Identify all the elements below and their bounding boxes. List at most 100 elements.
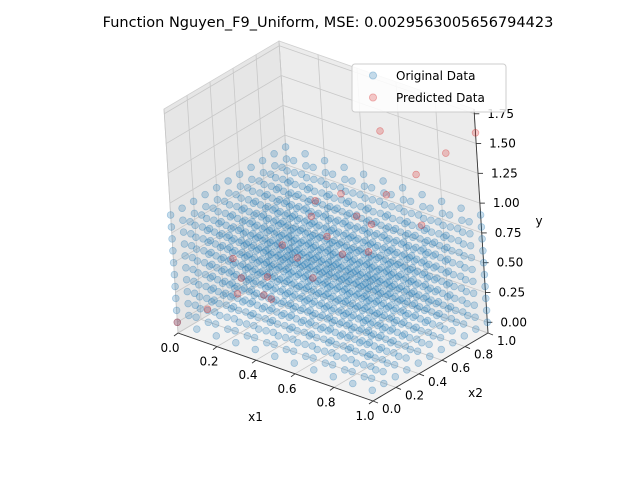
predicted-data-point <box>260 291 268 299</box>
original-data-point <box>411 269 419 277</box>
original-data-point <box>329 262 338 270</box>
original-data-point <box>373 230 381 238</box>
original-data-point <box>349 231 357 240</box>
original-data-point <box>368 306 376 315</box>
original-data-point <box>337 264 345 272</box>
original-data-point <box>237 236 246 245</box>
original-data-point <box>344 345 353 354</box>
original-data-point <box>353 291 361 299</box>
original-data-point <box>335 282 344 291</box>
original-data-point <box>320 267 329 275</box>
original-data-point <box>301 150 309 158</box>
original-data-point <box>316 313 324 321</box>
original-data-point <box>347 233 355 241</box>
original-data-point <box>251 235 260 243</box>
original-data-point <box>399 196 408 204</box>
original-data-point <box>388 245 396 253</box>
original-data-point <box>337 275 346 284</box>
original-data-point <box>302 241 310 250</box>
original-data-point <box>354 277 363 286</box>
original-data-point <box>339 342 348 350</box>
original-data-point <box>407 252 416 260</box>
original-data-point <box>249 241 258 250</box>
original-data-point <box>209 204 217 212</box>
original-data-point <box>301 230 310 238</box>
original-data-point <box>230 272 238 281</box>
original-data-point <box>438 277 446 286</box>
original-data-point <box>363 272 372 281</box>
original-data-point <box>367 332 376 340</box>
y-tick-label: 0.6 <box>451 361 470 375</box>
original-data-point <box>326 325 335 333</box>
original-data-point <box>203 226 212 235</box>
original-data-point <box>345 247 354 255</box>
original-data-point <box>315 259 323 267</box>
gridline-y-side <box>232 68 248 293</box>
original-data-point <box>408 264 417 272</box>
original-data-point <box>295 202 303 211</box>
original-data-point <box>319 213 328 221</box>
original-data-point <box>274 209 282 218</box>
original-data-point <box>281 143 290 151</box>
x-tick-label: 0.0 <box>160 341 179 355</box>
original-data-point <box>366 270 374 279</box>
original-data-point <box>291 260 300 269</box>
original-data-point <box>413 347 422 355</box>
original-data-point <box>364 352 372 361</box>
original-data-point <box>282 197 291 206</box>
original-data-point <box>241 296 249 304</box>
gridline-z-back <box>288 194 484 264</box>
original-data-point <box>235 170 244 178</box>
original-data-point <box>327 306 336 315</box>
original-data-point <box>216 311 224 320</box>
original-data-point <box>314 277 322 286</box>
legend-marker-original <box>368 71 377 80</box>
original-data-point <box>293 327 301 335</box>
original-data-point <box>306 275 315 284</box>
original-data-point <box>399 264 407 272</box>
original-data-point <box>416 235 424 243</box>
original-data-point <box>305 209 313 218</box>
original-data-point <box>287 231 295 240</box>
original-data-point <box>289 156 298 165</box>
original-data-point <box>320 224 328 233</box>
original-data-point <box>295 282 303 291</box>
original-data-point <box>322 260 331 269</box>
predicted-data-point <box>307 212 316 221</box>
original-data-point <box>283 277 291 286</box>
original-data-point <box>358 226 367 235</box>
original-data-point <box>291 291 299 299</box>
original-data-point <box>329 250 337 258</box>
gridline-z-side <box>164 45 280 115</box>
original-data-point <box>252 209 261 218</box>
original-data-point <box>427 228 436 236</box>
original-data-point <box>261 235 269 243</box>
original-data-point <box>315 264 324 272</box>
original-data-point <box>418 190 426 199</box>
original-data-point <box>232 190 240 199</box>
original-data-point <box>204 238 212 247</box>
original-data-point <box>179 216 187 224</box>
gridline-z-back <box>292 253 488 323</box>
original-data-point <box>359 318 368 327</box>
original-data-point <box>293 247 301 255</box>
original-data-point <box>171 282 179 291</box>
original-data-point <box>385 235 393 243</box>
original-data-point <box>242 308 250 316</box>
original-data-point <box>392 304 400 313</box>
original-data-point <box>397 270 405 279</box>
original-data-point <box>279 187 288 196</box>
original-data-point <box>361 304 369 313</box>
original-data-point <box>390 281 399 289</box>
original-data-point <box>280 279 289 287</box>
original-data-point <box>386 289 394 298</box>
original-data-point <box>251 223 259 231</box>
original-data-point <box>311 241 320 250</box>
original-data-point <box>482 294 490 303</box>
original-data-point <box>256 269 264 277</box>
original-data-point <box>380 231 388 240</box>
original-data-point <box>421 318 430 327</box>
predicted-data-point <box>442 149 450 157</box>
original-data-point <box>295 252 304 260</box>
original-data-point <box>450 282 458 291</box>
